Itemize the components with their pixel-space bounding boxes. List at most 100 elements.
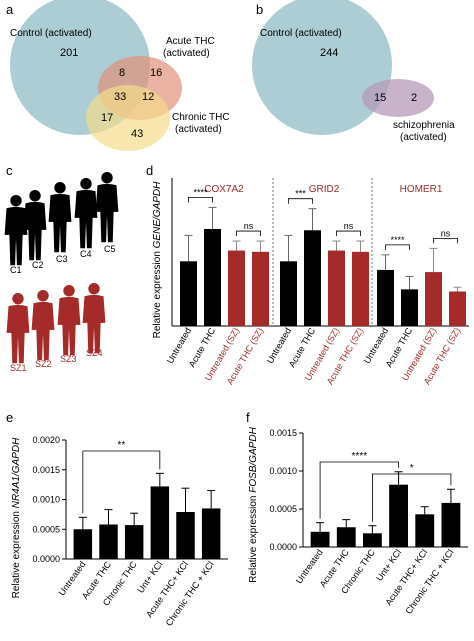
panel-e-ytick-label-3: 0.0015 xyxy=(32,465,60,475)
control-label-5: C5 xyxy=(104,244,116,254)
panel-e-bar-3 xyxy=(124,525,144,559)
panel-d-sig-label-3-1: **** xyxy=(390,235,405,245)
panel-d-sig-label-2-2: ns xyxy=(344,221,354,231)
venn-acute-label-2: (activated) xyxy=(163,48,210,59)
panel-e: e 0.00000.00050.00100.00150.0020Untreate… xyxy=(6,410,228,628)
panel-f-ytick-label-2: 0.0010 xyxy=(269,466,297,476)
panel-d-sig-bracket-2-2 xyxy=(336,230,361,237)
panel-d-sig-label-3-2: ns xyxy=(441,228,451,238)
venn-sz-circle xyxy=(362,79,434,117)
panel-d-bar-2-2 xyxy=(304,230,321,326)
venn-chronic-label-2: (activated) xyxy=(175,124,222,135)
control-label-4: C4 xyxy=(80,249,92,259)
panel-d-bar-2-1 xyxy=(280,261,297,326)
venn-count-chronic-only: 43 xyxy=(131,128,143,140)
panel-d-bar-1-3 xyxy=(228,250,245,326)
silhouette-patient-2 xyxy=(31,290,55,361)
panel-d-bar-3-4 xyxy=(449,291,466,326)
panel-f-bar-6 xyxy=(441,502,461,547)
control-label-3: C3 xyxy=(56,254,68,264)
panel-d-bar-1-2 xyxy=(204,228,221,326)
panel-f: f 0.00000.00050.00100.0015UntreatedAcute… xyxy=(246,410,468,616)
venn-chronic-circle xyxy=(86,85,170,151)
panel-f-bar-1 xyxy=(310,531,330,547)
panel-f-sig-label-2: * xyxy=(410,463,414,474)
panel-c-letter: c xyxy=(6,163,13,178)
venn-b-sz-label-1: schizophrenia xyxy=(393,120,455,131)
panel-c: c C1 C2 C3 C4 C5 SZ1 SZ2 SZ3 SZ4 xyxy=(4,163,119,373)
panel-e-ylabel: Relative expression NR4A1/GAPDH xyxy=(11,437,22,598)
panel-f-bar-4 xyxy=(389,484,409,547)
panel-d-gene-title-1: COX7A2 xyxy=(204,184,244,195)
venn-b-count-sz-only: 2 xyxy=(411,92,417,104)
panel-d-bar-3-2 xyxy=(401,289,418,326)
panel-f-letter: f xyxy=(246,410,250,425)
panel-d-sig-bracket-1-2 xyxy=(236,230,261,237)
silhouette-patient-4 xyxy=(82,283,106,354)
panel-d-sig-label-1-1: **** xyxy=(193,187,208,197)
panel-d-bar-1-4 xyxy=(252,251,269,326)
panel-d-bar-2-4 xyxy=(352,251,369,326)
panel-d-sig-label-2-1: *** xyxy=(295,189,306,199)
panel-e-bar-6 xyxy=(201,508,221,559)
venn-b-count-control-only: 244 xyxy=(320,47,338,59)
panel-f-ylabel: Relative expression FOSB/GAPDH xyxy=(248,426,259,582)
panel-a-letter: a xyxy=(6,2,14,17)
patient-label-2: SZ2 xyxy=(35,359,52,369)
silhouette-group: C1 C2 C3 C4 C5 SZ1 SZ2 SZ3 SZ4 xyxy=(4,172,119,373)
panel-e-bar-4 xyxy=(150,486,170,559)
silhouette-patient-1 xyxy=(6,293,30,364)
panel-d-sig-bracket-3-1 xyxy=(385,244,410,250)
panel-b-letter: b xyxy=(256,2,263,17)
venn-count-control-acute: 8 xyxy=(119,67,125,79)
panel-e-sig-label-1: ** xyxy=(117,440,125,451)
silhouette-control-4 xyxy=(74,178,98,249)
venn-chronic-label-1: Chronic THC xyxy=(172,112,230,123)
panel-e-ytick-label-0: 0.0000 xyxy=(32,554,60,564)
panel-a: a Control (activated) Acute THC (activat… xyxy=(6,0,230,151)
panel-f-ytick-label-0: 0.0000 xyxy=(269,542,297,552)
venn-count-all-three: 33 xyxy=(114,91,126,103)
panel-f-bar-3 xyxy=(362,533,382,547)
panel-d-sig-label-1-2: ns xyxy=(244,221,254,231)
panel-f-sig-bracket-2 xyxy=(372,473,452,522)
panel-f-xlabel-4: Unt+ KCl xyxy=(374,547,403,582)
patient-label-4: SZ4 xyxy=(86,348,103,358)
panel-d-gene-title-2: GRID2 xyxy=(309,184,340,195)
panel-b: b Control (activated) 244 15 2 schizophr… xyxy=(252,0,455,143)
panel-e-sig-bracket-1 xyxy=(82,450,161,514)
panel-d-sig-bracket-3-2 xyxy=(433,237,458,244)
venn-control-label: Control (activated) xyxy=(10,28,92,39)
panel-e-bar-1 xyxy=(73,529,93,559)
panel-f-xlabel-6: Chronic THC + KCl xyxy=(403,547,455,615)
panel-f-sig-label-1: **** xyxy=(352,451,368,462)
panel-d-sig-bracket-1-1 xyxy=(188,197,213,203)
venn-acute-label-1: Acute THC xyxy=(166,36,215,47)
venn-count-acute-chronic: 12 xyxy=(142,91,154,103)
panel-d-bar-1-1 xyxy=(180,261,197,326)
panel-e-letter: e xyxy=(6,410,13,425)
patient-label-3: SZ3 xyxy=(60,354,77,364)
control-label-1: C1 xyxy=(10,265,22,275)
silhouette-patient-3 xyxy=(57,285,81,356)
venn-b-control-label: Control (activated) xyxy=(260,28,342,39)
panel-d-gene-title-3: HOMER1 xyxy=(400,184,443,195)
panel-d-bar-3-1 xyxy=(377,269,394,326)
panel-d-sig-bracket-2-1 xyxy=(288,198,313,204)
panel-e-xlabel-6: Chronic THC + KCl xyxy=(164,559,216,627)
panel-f-bar-5 xyxy=(415,514,435,547)
venn-count-control-chronic: 17 xyxy=(101,112,113,124)
panel-d-ylabel: Relative expression GENE/GAPDH xyxy=(152,181,163,339)
venn-count-acute-only: 16 xyxy=(150,67,162,79)
silhouette-control-1 xyxy=(4,195,28,266)
silhouette-control-5 xyxy=(95,172,119,243)
silhouette-control-2 xyxy=(23,190,47,261)
chart-e: 0.00000.00050.00100.00150.0020UntreatedA… xyxy=(32,435,228,628)
panel-e-bar-5 xyxy=(176,511,195,559)
panel-f-ytick-label-3: 0.0015 xyxy=(269,428,297,438)
panel-d-letter: d xyxy=(146,163,153,178)
control-label-2: C2 xyxy=(32,260,44,270)
venn-control-circle-b xyxy=(252,0,392,135)
